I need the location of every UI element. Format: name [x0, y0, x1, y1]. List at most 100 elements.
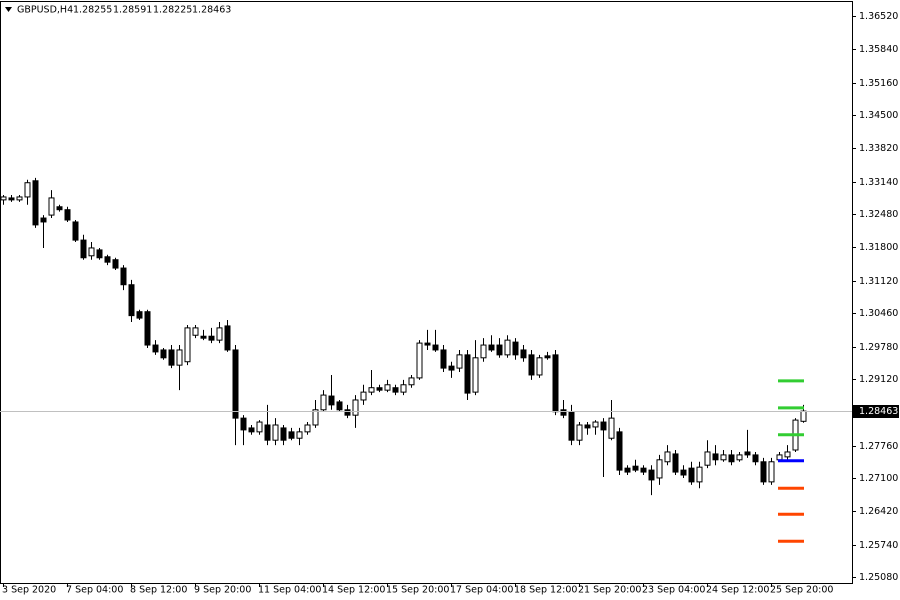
candle-body	[48, 197, 55, 216]
candle-body	[720, 454, 727, 461]
candle-body	[704, 451, 711, 466]
candle-body	[392, 387, 399, 393]
candle-body	[136, 311, 143, 319]
candle-body	[104, 256, 111, 263]
y-tick-label: 1.32480	[859, 209, 898, 220]
candle-body	[688, 467, 695, 483]
candle-body	[768, 461, 775, 483]
candle-body	[88, 247, 95, 257]
y-tick-label: 1.25740	[859, 540, 898, 551]
y-tick-label: 1.25080	[859, 572, 898, 583]
candle-body	[184, 327, 191, 363]
candle-body	[256, 421, 263, 433]
menu-triangle[interactable]	[5, 7, 12, 12]
y-tick-label: 1.34500	[859, 110, 898, 121]
candle-body	[16, 196, 23, 201]
candle-body	[424, 342, 431, 346]
y-axis: 1.36520 1.35840 1.35160 1.34500 1.33820 1.331…	[2, 11, 899, 596]
y-tick-label: 1.35160	[859, 78, 898, 89]
candle-body	[760, 461, 767, 483]
candle-body	[408, 377, 415, 386]
price-label-box	[853, 405, 899, 418]
candle-body	[512, 341, 519, 356]
candle-body	[536, 357, 543, 376]
candle-body	[384, 384, 391, 391]
candle-body	[672, 453, 679, 473]
x-tick-label: 18 Sep 12:00	[514, 585, 577, 596]
candle-body	[800, 410, 807, 422]
candle-body	[416, 342, 423, 379]
y-tick-label: 1.31800	[859, 242, 898, 253]
candle-body	[8, 197, 15, 201]
candle-body	[80, 239, 87, 259]
x-tick-label: 17 Sep 04:00	[450, 585, 513, 596]
candle-body	[496, 344, 503, 356]
y-tick-label: 1.33140	[859, 177, 898, 188]
candle-body	[224, 325, 231, 351]
candle-body	[72, 221, 79, 241]
header-high: 1.28591	[113, 5, 152, 16]
candle-body	[680, 469, 687, 476]
y-tick-label: 1.26420	[859, 506, 898, 517]
candle-body	[560, 409, 567, 416]
candle-body	[336, 401, 343, 411]
candle-body	[296, 431, 303, 439]
plot	[0, 177, 852, 543]
y-tick-label: 1.29780	[859, 342, 898, 353]
candle-body	[328, 395, 335, 406]
candle-body	[64, 209, 71, 221]
candle-body	[584, 424, 591, 429]
candle-body	[480, 344, 487, 359]
candle-body	[488, 344, 495, 351]
x-tick-label: 25 Sep 20:00	[770, 585, 833, 596]
x-tick-label: 14 Sep 12:00	[322, 585, 385, 596]
candle-body	[576, 424, 583, 441]
candle-body	[304, 424, 311, 433]
candle-body	[696, 466, 703, 483]
candle-body	[376, 387, 383, 391]
x-tick-label: 21 Sep 20:00	[578, 585, 641, 596]
price-label: 1.28463	[859, 406, 898, 417]
candle-body	[0, 196, 7, 201]
candle-body	[320, 394, 327, 411]
candle-body	[216, 327, 223, 341]
candle-body	[440, 349, 447, 369]
candle-body	[664, 451, 671, 463]
candle-body	[152, 344, 159, 353]
candle-body	[784, 451, 791, 458]
candle-body	[776, 454, 783, 461]
candle-body	[192, 327, 199, 336]
candle-body	[312, 409, 319, 426]
header-close: 1.28463	[192, 5, 231, 16]
candle-body	[344, 409, 351, 416]
candle-body	[232, 349, 239, 419]
candle-body	[208, 335, 215, 341]
candle-body	[712, 453, 719, 461]
candle-body	[528, 354, 535, 376]
candle-body	[616, 431, 623, 471]
candle-body	[128, 284, 135, 317]
candle-body	[600, 421, 607, 431]
candle-body	[472, 357, 479, 393]
candle-body	[504, 339, 511, 356]
candle-body	[464, 354, 471, 394]
candle-body	[432, 344, 439, 351]
candle-body	[368, 387, 375, 393]
candle-body	[552, 354, 559, 413]
header-low: 1.28225	[153, 5, 192, 16]
candle-body	[24, 182, 31, 198]
candle-body	[656, 459, 663, 479]
y-tick-label: 1.36520	[859, 11, 898, 22]
x-tick-label: 15 Sep 20:00	[386, 585, 449, 596]
candle-body	[240, 417, 247, 431]
candle-body	[56, 206, 63, 211]
candle-body	[608, 417, 615, 439]
candle-body	[96, 249, 103, 259]
candle-body	[744, 451, 751, 456]
candle-body	[448, 365, 455, 371]
candle-body	[120, 267, 127, 286]
candle-body	[624, 467, 631, 473]
candle-body	[176, 349, 183, 366]
